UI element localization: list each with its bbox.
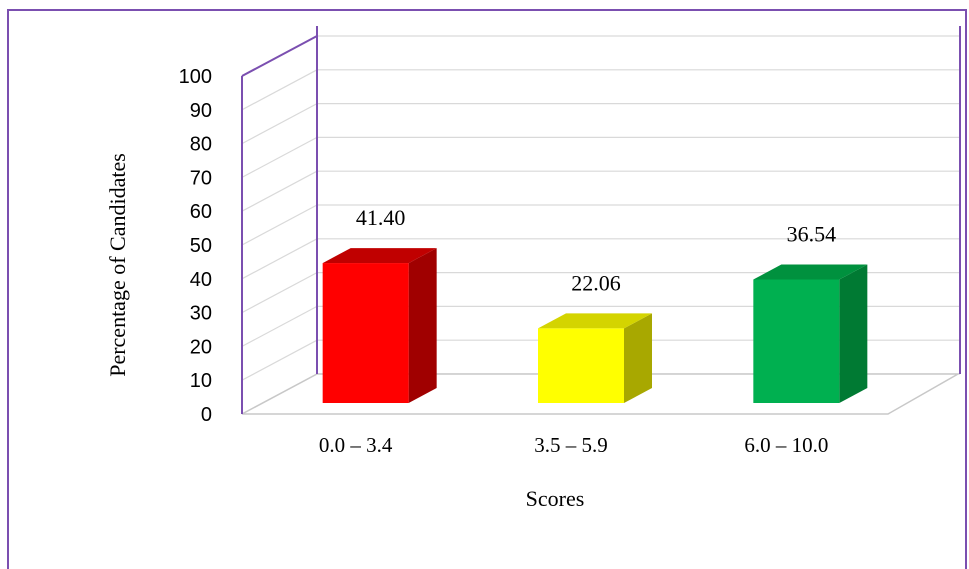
top-edge-line <box>241 35 318 77</box>
chart-labels: 0 10 20 30 40 50 60 70 80 90 100 41.40 0.0 – 3.4 22.0… <box>179 66 836 457</box>
y-tick-label: 0 <box>201 404 212 426</box>
gridline-side <box>241 339 318 381</box>
bar-top <box>538 313 652 329</box>
chart-frame <box>7 9 967 569</box>
gridline-side <box>241 170 318 212</box>
y-tick-label: 20 <box>190 336 212 358</box>
bar-side <box>408 248 437 403</box>
y-tick-label: 80 <box>190 134 212 156</box>
y-tick-label: 30 <box>190 303 212 325</box>
bar-top <box>753 264 868 280</box>
y-axis-title: Percentage of Candidates <box>105 153 130 377</box>
gridline-side <box>241 136 318 178</box>
y-tick-label: 50 <box>190 235 212 257</box>
y-tick-label: 40 <box>190 269 212 291</box>
gridline-side <box>241 204 318 246</box>
bar <box>538 328 624 403</box>
gridline-side <box>241 238 318 280</box>
gridline-side <box>241 69 318 111</box>
bar-side <box>839 264 868 403</box>
x-tick-label: 6.0 – 10.0 <box>744 433 828 457</box>
x-tick-label: 3.5 – 5.9 <box>534 433 608 457</box>
y-tick-label: 70 <box>190 167 212 189</box>
y-tick-label: 60 <box>190 201 212 223</box>
bar <box>753 279 840 403</box>
y-tick-label: 90 <box>190 100 212 122</box>
data-label: 36.54 <box>787 221 837 246</box>
x-axis-title: Scores <box>526 486 585 511</box>
gridline-side <box>241 272 318 314</box>
bar <box>322 263 409 403</box>
data-label: 22.06 <box>571 270 621 295</box>
bar-side <box>624 313 652 403</box>
x-tick-label: 0.0 – 3.4 <box>319 433 393 457</box>
y-tick-label: 100 <box>179 66 212 88</box>
gridline-side <box>241 103 318 145</box>
data-label: 41.40 <box>356 205 406 230</box>
bar-chart: 0 10 20 30 40 50 60 70 80 90 100 41.40 0.0 – 3.4 22.0… <box>105 26 961 511</box>
chart-bars <box>322 248 868 403</box>
y-tick-label: 10 <box>190 370 212 392</box>
gridline-side <box>241 305 318 347</box>
bar-top <box>322 248 437 264</box>
